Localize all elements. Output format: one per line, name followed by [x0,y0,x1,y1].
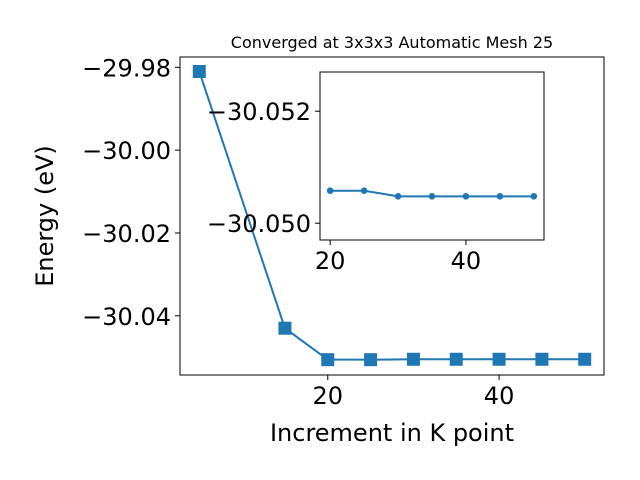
inset-x-tick-label: 20 [315,247,346,275]
inset-y-tick-label: −30.052 [207,98,311,126]
data-point [449,352,463,366]
inset-data-point [394,193,402,200]
data-point [492,352,506,366]
x-tick-label: 20 [312,382,343,410]
inset-plot-frame [319,71,545,241]
y-tick-label: −29.98 [82,54,171,82]
inset-data-point [530,193,538,200]
data-point [278,321,292,335]
y-axis-label: Energy (eV) [31,145,59,287]
y-tick-label: −30.00 [82,137,171,165]
data-point [192,64,206,78]
data-point [535,352,549,366]
inset-data-point [496,193,504,200]
inset-x-tick-label: 40 [451,247,482,275]
inset-plot: 20 40 −30.052 −30.050 [207,71,545,275]
inset-data-point [326,187,334,195]
y-tick-label: −30.04 [82,303,171,331]
x-axis-label: Increment in K point [270,419,514,447]
data-point [364,353,378,367]
data-point [406,352,420,366]
y-tick-label: −30.02 [82,220,171,248]
inset-data-point [360,187,368,195]
x-tick-label: 40 [484,382,515,410]
inset-data-point [462,193,470,200]
inset-data-point [428,193,436,200]
data-point [578,352,592,366]
chart-title: Converged at 3x3x3 Automatic Mesh 25 [231,33,553,52]
inset-y-tick-label: −30.050 [207,210,311,238]
data-point [321,353,335,367]
